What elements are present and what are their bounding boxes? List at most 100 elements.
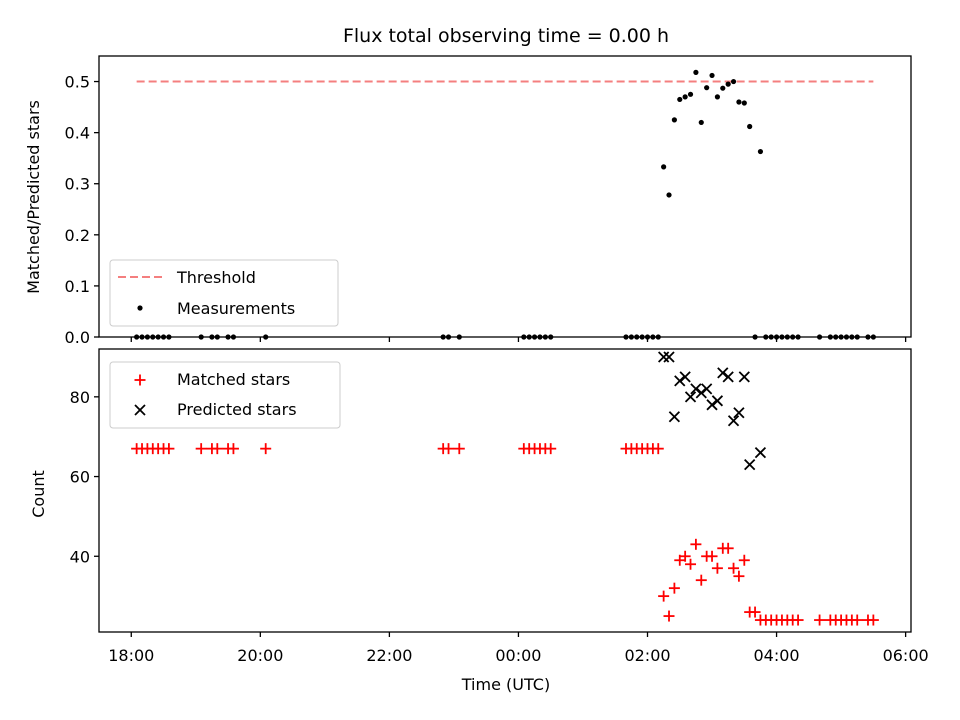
predicted-stars-point (668, 411, 681, 423)
predicted-stars-point (733, 407, 745, 419)
measurement-point (768, 334, 774, 340)
measurement-point (816, 334, 823, 340)
predicted-stars-point (701, 383, 713, 395)
measurement-point (155, 334, 161, 340)
top-legend: Threshold Measurements (109, 259, 339, 327)
measurement-point (865, 334, 871, 340)
measurement-point (854, 334, 860, 340)
measurement-point (650, 334, 656, 340)
measurement-point (736, 99, 742, 105)
measurement-point (682, 94, 688, 100)
matched-stars-point (211, 443, 223, 455)
legend-plus-marker (134, 374, 146, 386)
matched-stars-point (195, 443, 207, 455)
predicted-stars-point (663, 351, 675, 363)
matched-stars-point (728, 562, 740, 574)
measurement-point (542, 334, 548, 340)
matched-stars-point (443, 443, 455, 455)
measurement-point (849, 334, 855, 340)
matched-stars-point (163, 443, 175, 455)
measurement-point (150, 334, 156, 340)
measurement-point (741, 100, 747, 106)
measurement-point (747, 123, 753, 130)
top-y-tick-label: 0.3 (65, 175, 90, 194)
legend-matched-swatch (134, 374, 146, 386)
x-axis-label: Time (UTC) (461, 675, 550, 694)
bottom-panel-frame (98, 348, 912, 633)
bottom-legend-box (109, 361, 341, 429)
bottom-y-tick-label: 60 (70, 468, 90, 487)
top-y-tick-label: 0.0 (65, 328, 90, 347)
measurement-point (779, 334, 785, 340)
matched-stars-point (867, 614, 879, 626)
matched-stars-point (749, 606, 761, 618)
measurement-point (752, 334, 758, 340)
measurement-point (144, 334, 150, 340)
measurement-point (160, 334, 167, 340)
measurement-point (687, 91, 694, 97)
measurement-point (757, 148, 764, 155)
bottom-y-tick-label: 40 (70, 547, 90, 566)
measurement-point (795, 334, 801, 340)
matched-stars-point (227, 443, 239, 455)
measurement-point (725, 81, 731, 87)
top-panel-frame (98, 55, 912, 338)
measurement-point (827, 334, 833, 340)
measurement-point (666, 192, 672, 198)
predicted-stars-point (711, 395, 724, 407)
measurement-point (537, 334, 543, 340)
top-y-tick-label: 0.4 (65, 124, 90, 143)
measurement-point (445, 334, 452, 340)
predicted-stars-point (695, 387, 707, 399)
measurement-point (693, 69, 699, 75)
x-tick-label: 04:00 (754, 646, 800, 665)
measurement-point (623, 334, 629, 340)
measurement-point (677, 96, 683, 103)
predicted-stars-point (679, 371, 691, 383)
measurement-point (843, 334, 850, 340)
matched-stars-point (685, 558, 697, 570)
bottom-y-tick-label: 80 (70, 388, 90, 407)
predicted-stars-point (727, 415, 740, 427)
predicted-stars-point (738, 371, 750, 383)
measurement-point (263, 334, 269, 340)
measurement-point (628, 334, 634, 340)
measurement-point (790, 334, 796, 340)
legend-x-marker (134, 404, 146, 416)
measurement-point (198, 334, 204, 340)
matched-stars-point (690, 538, 702, 550)
predicted-stars-point (684, 391, 697, 403)
measurement-point (655, 334, 661, 340)
measurement-point (634, 334, 640, 340)
predicted-stars-point (722, 371, 734, 383)
matched-stars-point (658, 590, 670, 602)
x-tick-label: 06:00 (883, 646, 929, 665)
bottom-plot-marks (131, 351, 879, 626)
measurement-point (763, 334, 769, 340)
measurement-point (838, 334, 844, 340)
legend-matched-label: Matched stars (177, 370, 290, 389)
measurement-point (870, 334, 876, 340)
measurement-point (134, 334, 140, 340)
top-y-tick-label: 0.5 (65, 73, 90, 92)
measurement-point (225, 334, 231, 340)
measurement-point (214, 334, 220, 340)
matched-stars-point (652, 443, 664, 455)
matched-stars-point (545, 443, 557, 455)
predicted-stars-point (706, 399, 718, 411)
measurement-point (440, 334, 446, 340)
measurement-point (139, 334, 145, 340)
matched-stars-point (722, 542, 734, 554)
matched-stars-point (695, 574, 707, 586)
matched-stars-point (851, 614, 863, 626)
x-tick-label: 20:00 (237, 646, 283, 665)
matched-stars-point (260, 443, 272, 455)
predicted-stars-point (690, 383, 702, 395)
predicted-stars-point (754, 446, 767, 459)
measurement-point (720, 85, 726, 91)
matched-stars-point (663, 610, 675, 622)
top-y-tick-label: 0.2 (65, 226, 90, 245)
measurement-point (661, 164, 667, 170)
measurement-point (209, 334, 215, 340)
